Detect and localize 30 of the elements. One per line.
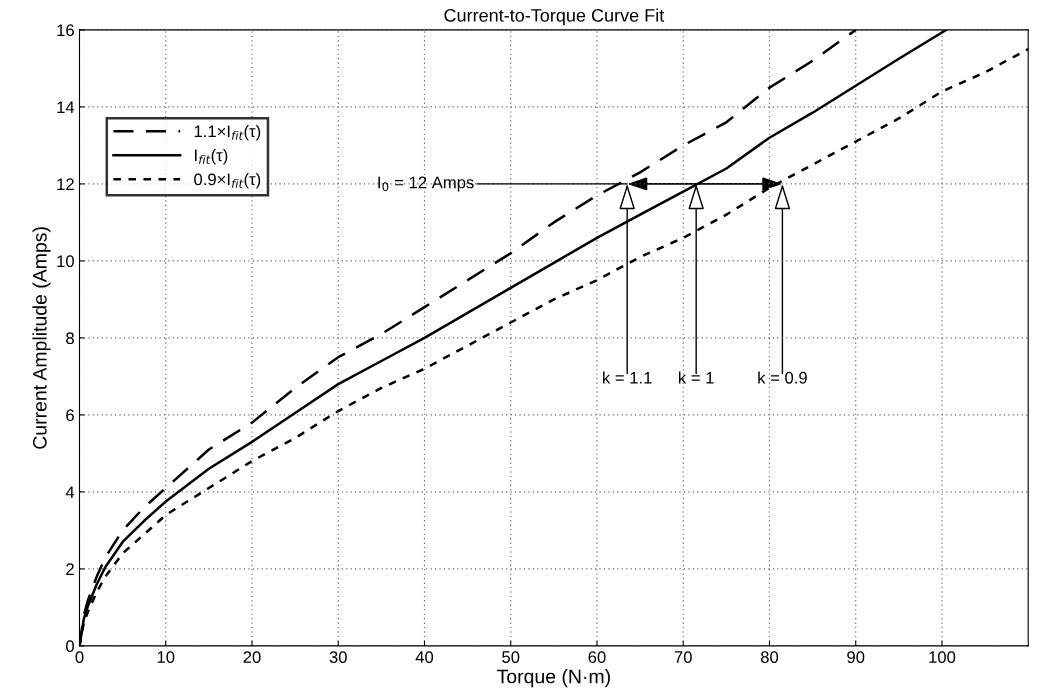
x-tick-label: 10	[157, 651, 175, 663]
legend-label: I$_{fit}$(τ)	[195, 149, 228, 165]
x-tick-label: 90	[847, 651, 865, 663]
annotation: k = 1.1	[603, 371, 652, 384]
legend-label: 1.1×I$_{fit}$(τ)	[194, 125, 261, 141]
y-axis-title: Current Amplitude (Amps)	[32, 227, 51, 449]
x-tick-label: 40	[415, 651, 434, 663]
y-tick-label: 12	[57, 178, 74, 190]
x-tick-label: 20	[243, 651, 261, 663]
x-tick-label: 0	[75, 651, 84, 663]
y-tick-label: 8	[66, 332, 74, 345]
x-tick-label: 70	[674, 651, 692, 663]
x-axis-title: Torque (N·m)	[497, 669, 610, 688]
y-tick-label: 2	[66, 563, 74, 575]
y-tick-label: 14	[57, 101, 75, 113]
x-tick-label: 80	[760, 651, 779, 663]
x-tick-label: 60	[588, 651, 606, 663]
annotation: k = 0.9	[758, 371, 807, 384]
y-tick-label: 16	[57, 24, 74, 37]
annotation: k = 1	[678, 371, 714, 384]
x-tick-label: 100	[929, 651, 956, 663]
y-tick-label: 0	[66, 640, 74, 653]
legend-label: 0.9×I$_{fit}$(τ)	[194, 173, 261, 189]
x-tick-label: 50	[502, 651, 520, 663]
chart-title: Current-to-Torque Curve Fit	[444, 8, 665, 26]
y-tick-label: 6	[66, 409, 74, 422]
y-tick-label: 10	[57, 255, 74, 268]
x-tick-label: 30	[329, 651, 347, 663]
annotation: I$_{0}$ = 12 Amps	[378, 176, 474, 192]
y-tick-label: 4	[65, 486, 75, 498]
